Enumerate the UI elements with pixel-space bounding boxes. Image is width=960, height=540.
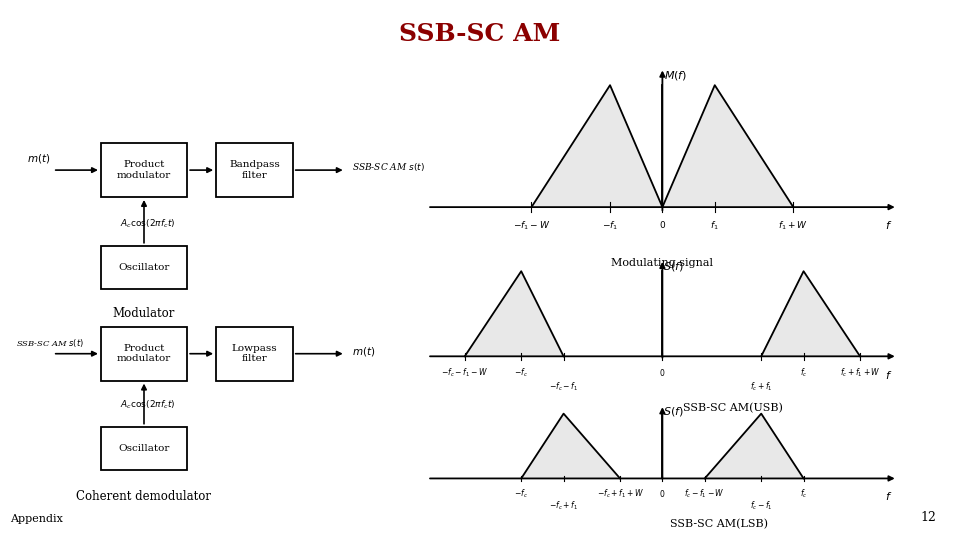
Text: $0$: $0$ — [660, 488, 665, 498]
Text: $-f_c-f_1$: $-f_c-f_1$ — [549, 380, 578, 393]
Text: $0$: $0$ — [659, 219, 666, 230]
Text: $f_1+W$: $f_1+W$ — [779, 219, 808, 232]
Text: $m(t)$: $m(t)$ — [352, 345, 375, 357]
FancyBboxPatch shape — [101, 143, 187, 197]
Text: $A_c\cos(2\pi f_c t)$: $A_c\cos(2\pi f_c t)$ — [120, 399, 176, 411]
Text: $-f_1-W$: $-f_1-W$ — [513, 219, 550, 232]
Text: $-f_c$: $-f_c$ — [515, 367, 528, 379]
Text: SSB-SC AM: SSB-SC AM — [399, 22, 561, 45]
Polygon shape — [662, 85, 793, 207]
Text: SSB-SC AM(LSB): SSB-SC AM(LSB) — [670, 518, 768, 529]
FancyBboxPatch shape — [216, 327, 293, 381]
Polygon shape — [705, 414, 804, 478]
Text: $M(f)$: $M(f)$ — [664, 69, 687, 82]
Text: $f$: $f$ — [885, 490, 893, 502]
Text: Product
modulator: Product modulator — [117, 160, 171, 180]
Text: Bandpass
filter: Bandpass filter — [229, 160, 279, 180]
Text: Modulating signal: Modulating signal — [612, 258, 713, 268]
Text: $f$: $f$ — [885, 219, 893, 231]
Text: $-f_c+f_1$: $-f_c+f_1$ — [549, 499, 578, 512]
FancyBboxPatch shape — [101, 327, 187, 381]
Text: $f$: $f$ — [885, 369, 893, 381]
Text: Coherent demodulator: Coherent demodulator — [77, 490, 211, 503]
Text: $-f_1$: $-f_1$ — [602, 219, 618, 232]
Text: $S(f)$: $S(f)$ — [663, 260, 684, 273]
FancyBboxPatch shape — [101, 427, 187, 470]
Text: SSB-SC AM $s(t)$: SSB-SC AM $s(t)$ — [352, 161, 425, 173]
Polygon shape — [521, 414, 620, 478]
Text: Product
modulator: Product modulator — [117, 344, 171, 363]
Polygon shape — [465, 271, 564, 356]
Text: $-f_c-f_1-W$: $-f_c-f_1-W$ — [442, 367, 489, 379]
Text: $f_c+f_1$: $f_c+f_1$ — [750, 380, 773, 393]
Text: Oscillator: Oscillator — [118, 444, 170, 453]
Text: $f_c$: $f_c$ — [800, 367, 807, 379]
Polygon shape — [761, 271, 860, 356]
Text: $S(f)$: $S(f)$ — [663, 405, 684, 418]
Text: Oscillator: Oscillator — [118, 263, 170, 272]
Polygon shape — [532, 85, 662, 207]
Text: Lowpass
filter: Lowpass filter — [231, 344, 277, 363]
Text: $f_c-f_1-W$: $f_c-f_1-W$ — [684, 488, 725, 500]
Text: $f_1$: $f_1$ — [710, 219, 719, 232]
Text: $0$: $0$ — [660, 367, 665, 377]
Text: $f_c+f_1+W$: $f_c+f_1+W$ — [840, 367, 880, 379]
Text: $-f_c+f_1+W$: $-f_c+f_1+W$ — [596, 488, 643, 500]
Text: 12: 12 — [920, 511, 936, 524]
Text: SSB-SC AM(USB): SSB-SC AM(USB) — [684, 403, 783, 414]
Text: Appendix: Appendix — [10, 514, 62, 524]
Text: $f_c-f_1$: $f_c-f_1$ — [750, 499, 773, 512]
Text: SSB-SC AM $s(t)$: SSB-SC AM $s(t)$ — [16, 338, 84, 349]
FancyBboxPatch shape — [216, 143, 293, 197]
Text: Modulator: Modulator — [113, 307, 175, 320]
Text: $m(t)$: $m(t)$ — [27, 152, 50, 165]
Text: $A_c\cos(2\pi f_c t)$: $A_c\cos(2\pi f_c t)$ — [120, 218, 176, 231]
FancyBboxPatch shape — [101, 246, 187, 289]
Text: $-f_c$: $-f_c$ — [515, 488, 528, 500]
Text: $f_c$: $f_c$ — [800, 488, 807, 500]
